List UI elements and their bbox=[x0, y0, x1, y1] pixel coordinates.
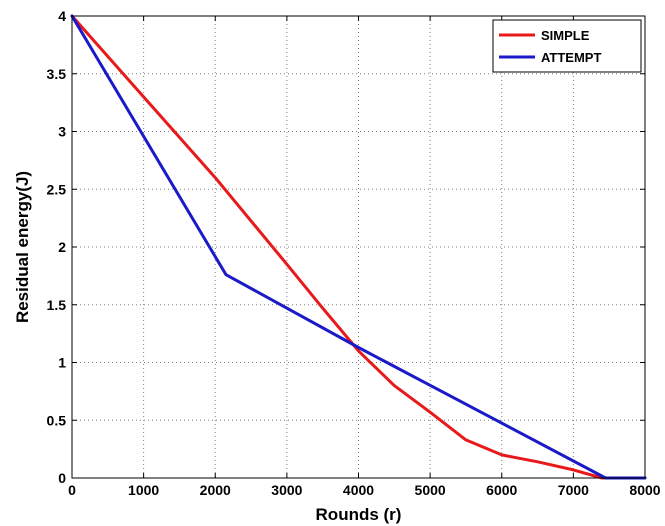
x-tick-label: 8000 bbox=[629, 482, 660, 498]
y-tick-label: 2 bbox=[58, 239, 66, 255]
legend-label-attempt: ATTEMPT bbox=[541, 50, 601, 65]
x-tick-label: 2000 bbox=[200, 482, 231, 498]
x-axis-label: Rounds (r) bbox=[316, 505, 402, 524]
y-tick-label: 3.5 bbox=[47, 66, 67, 82]
legend-label-simple: SIMPLE bbox=[541, 28, 590, 43]
axis-ticks: 0 1000 2000 3000 4000 5000 6000 7000 8000 0 0.5 1 1.… bbox=[47, 8, 661, 498]
x-tick-label: 5000 bbox=[415, 482, 446, 498]
x-tick-label: 0 bbox=[68, 482, 76, 498]
y-tick-label: 0 bbox=[58, 470, 66, 486]
grid bbox=[72, 16, 645, 478]
y-tick-label: 1 bbox=[58, 355, 66, 371]
x-tick-label: 7000 bbox=[558, 482, 589, 498]
x-tick-label: 1000 bbox=[128, 482, 159, 498]
y-tick-label: 4 bbox=[58, 8, 66, 24]
y-tick-label: 2.5 bbox=[47, 181, 67, 197]
x-tick-label: 4000 bbox=[343, 482, 374, 498]
y-tick-label: 3 bbox=[58, 124, 66, 140]
y-tick-label: 1.5 bbox=[47, 297, 67, 313]
x-tick-label: 6000 bbox=[486, 482, 517, 498]
x-tick-label: 3000 bbox=[271, 482, 302, 498]
legend-box bbox=[492, 19, 642, 73]
y-axis-label: Residual energy(J) bbox=[13, 171, 32, 323]
legend: SIMPLE ATTEMPT bbox=[492, 19, 642, 73]
y-tick-label: 0.5 bbox=[47, 412, 67, 428]
series-line-simple bbox=[70, 14, 647, 480]
